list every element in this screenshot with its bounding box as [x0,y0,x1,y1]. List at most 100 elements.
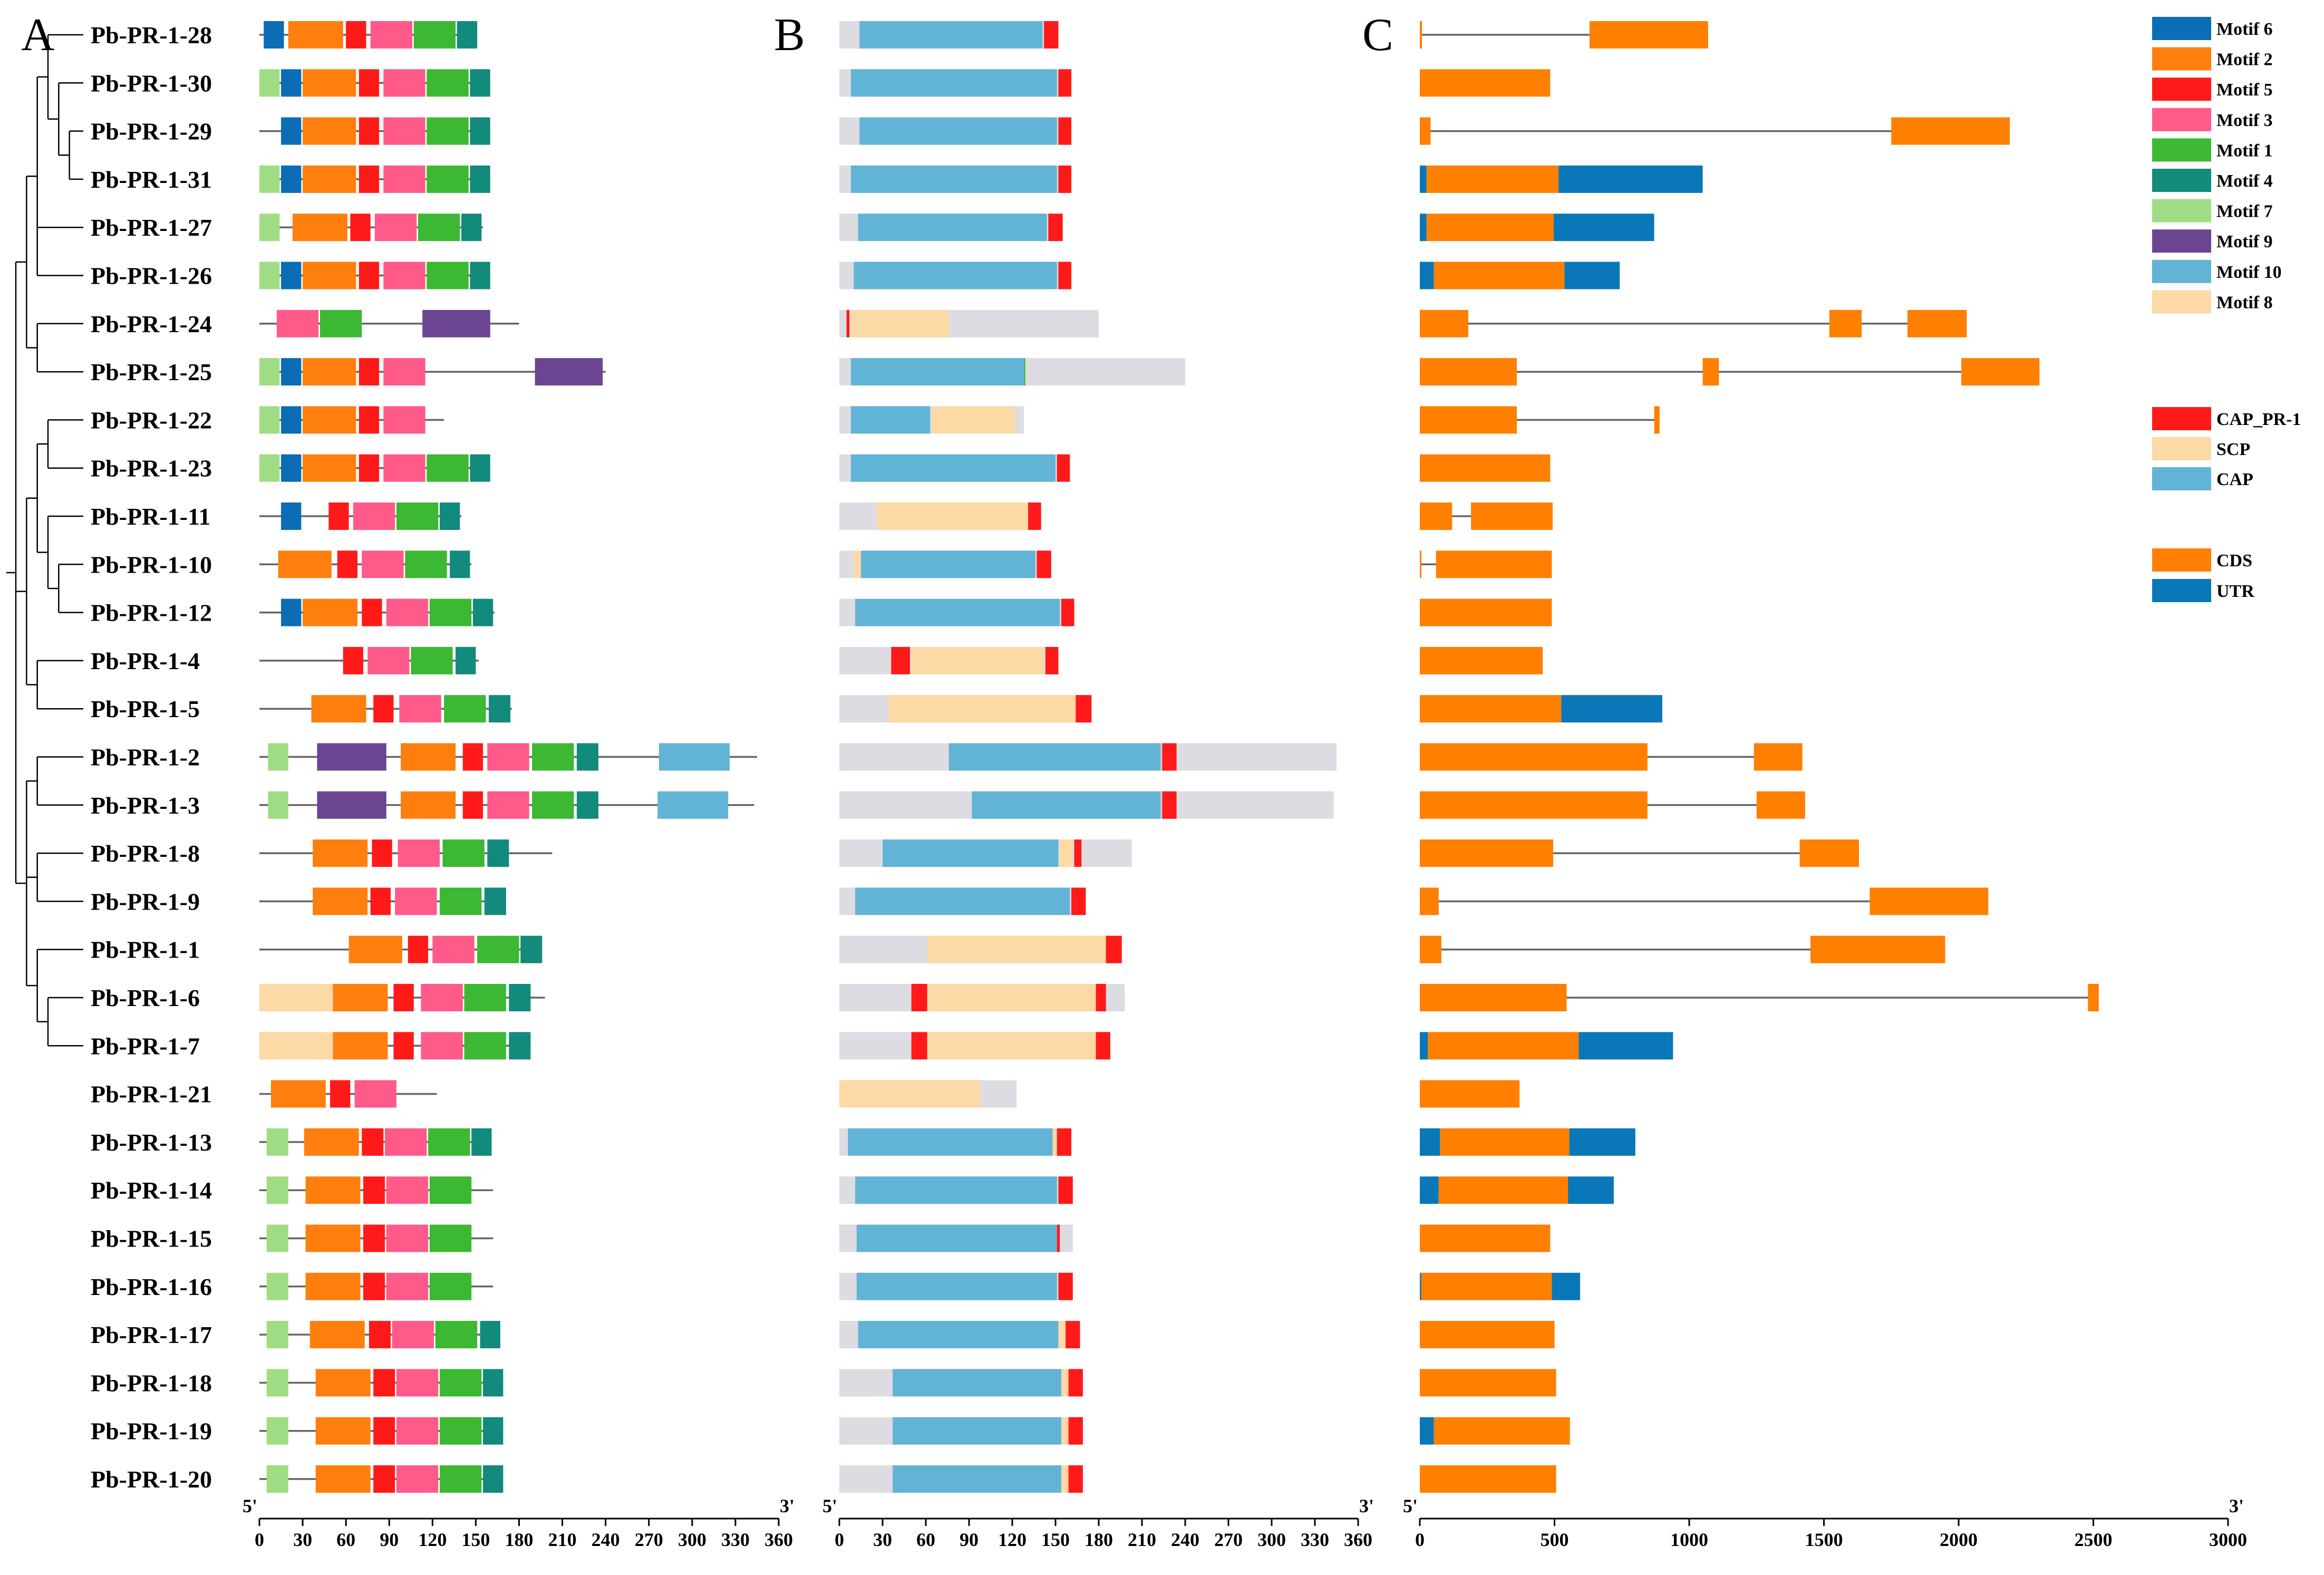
legend-label: Motif 6 [2216,20,2273,39]
legend-swatch [2152,199,2211,223]
motif-box [303,262,356,289]
motif-box [268,743,288,771]
motif-box [266,1465,288,1493]
structure-axis-tick-label: 500 [1541,1529,1569,1550]
motif-box [396,503,439,530]
domain-box [1045,646,1059,674]
motif-box [440,887,482,915]
utr-box [1420,214,1427,241]
motif-box [288,21,343,49]
motif-box [383,358,425,386]
utr-box [1552,1272,1581,1300]
legend-label: Motif 1 [2216,141,2273,160]
motif-box [532,791,574,819]
domain-box [1066,1321,1080,1349]
motif-box [483,1369,503,1397]
motif-box [470,262,490,289]
gene-label: Pb-PR-1-23 [91,455,212,482]
structure-axis-tick-label: 2000 [1940,1529,1978,1550]
motif-box [281,69,302,97]
motif-box [408,935,429,963]
domain-box [1096,1032,1110,1060]
cds-box [1420,984,1567,1011]
motif-box [281,262,302,289]
domain-box [1057,454,1070,482]
motif-box [383,69,425,97]
cds-box [1420,310,1468,337]
gene-label: Pb-PR-1-9 [91,888,200,915]
domain-box [911,1032,927,1060]
legend-swatch [2152,407,2211,430]
cds-box [1420,1321,1555,1349]
motif-box [484,887,506,915]
legend-swatch [2152,17,2211,40]
cds-box [1961,358,2040,386]
legend-label: UTR [2216,582,2254,601]
utr-box [1569,1128,1635,1156]
utr-box [1579,1032,1673,1060]
motif-box [264,21,284,49]
cds-box [1420,21,1422,49]
motif-box [383,454,425,482]
motif-box [461,214,482,241]
motif-box [396,1369,439,1397]
motif-box [266,1128,288,1156]
gene-label: Pb-PR-1-13 [91,1129,212,1156]
motif-box [266,1321,288,1349]
domain-box [858,214,1047,241]
gene-label: Pb-PR-1-24 [91,311,212,337]
cds-box [1702,358,1719,386]
motif-box [464,984,506,1011]
gene-label: Pb-PR-1-21 [91,1081,212,1108]
gene-label: Pb-PR-1-11 [91,503,210,530]
utr-box [1420,165,1427,193]
motif-box [421,984,463,1011]
motif-box [370,21,413,49]
domain-axis-tick-label: 90 [960,1529,979,1550]
motif-box [359,69,380,97]
legend-swatch [2152,229,2211,253]
motif-box [427,165,469,193]
motif-box [359,358,380,386]
utr-box [1420,1417,1434,1445]
motif-box [421,1032,463,1060]
motif-box [470,454,490,482]
gene-label: Pb-PR-1-6 [91,984,200,1011]
cds-box [1426,165,1559,193]
legend-swatch [2152,108,2211,131]
legend-swatch [2152,579,2211,602]
structure-axis-end-label: 3' [2229,1495,2244,1516]
domain-box [856,1272,1057,1300]
utr-box [1420,262,1434,289]
cds-box [1420,550,1421,578]
motif-box [313,839,368,867]
domain-axis-tick-label: 270 [1214,1529,1243,1550]
utr-box [1420,1032,1428,1060]
domain-box [1061,1417,1069,1445]
cds-box [1654,406,1660,434]
gene-label: Pb-PR-1-27 [91,214,212,241]
gene-label: Pb-PR-1-14 [91,1177,212,1204]
motif-box [657,791,729,819]
domain-box [1068,1369,1083,1397]
motif-box [373,695,394,723]
domain-box [1076,695,1092,723]
legend-swatch [2152,467,2211,490]
gene-label: Pb-PR-1-28 [91,22,212,49]
motif-box [370,887,391,915]
motif-box [386,1176,429,1204]
motif-box [386,1272,429,1300]
motif-box [348,935,402,963]
cds-box [1434,262,1565,289]
motif-box [427,69,469,97]
motif-box [328,503,349,530]
motif-box [418,214,460,241]
motif-box [659,743,730,771]
gene-label: Pb-PR-1-17 [91,1321,212,1348]
motif-axis-tick-label: 240 [592,1529,620,1550]
motif-box [303,406,356,434]
domain-box [850,406,931,434]
motif-box [362,1128,384,1156]
cds-box [1420,598,1552,626]
cds-box [1428,1032,1579,1060]
